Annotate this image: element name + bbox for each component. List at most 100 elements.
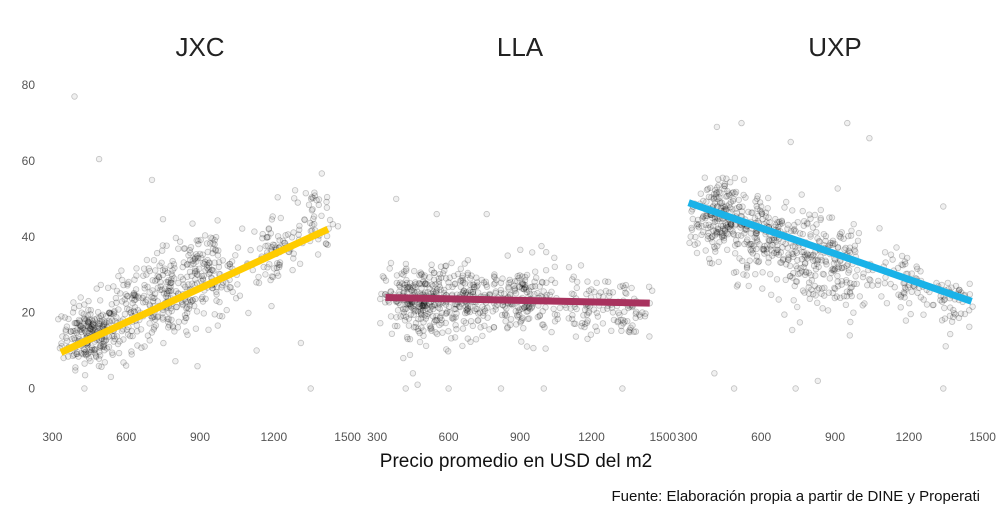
scatter-point — [792, 227, 799, 235]
scatter-point — [146, 267, 153, 275]
scatter-point — [791, 282, 798, 290]
scatter-point — [378, 290, 385, 298]
scatter-point — [755, 258, 762, 266]
scatter-point — [407, 302, 414, 309]
scatter-point — [75, 320, 83, 327]
scatter-point — [817, 214, 824, 222]
scatter-point — [73, 326, 81, 333]
scatter-point — [194, 253, 201, 260]
scatter-point — [804, 251, 811, 259]
scatter-point — [397, 279, 404, 286]
scatter-point — [87, 357, 94, 365]
scatter-point — [128, 351, 135, 358]
scatter-point — [182, 298, 189, 305]
scatter-point — [828, 266, 836, 273]
scatter-point — [305, 201, 313, 208]
scatter-point — [436, 271, 443, 278]
scatter-point — [149, 287, 156, 294]
scatter-point — [929, 301, 936, 309]
scatter-point — [157, 286, 164, 293]
scatter-point — [790, 227, 797, 234]
scatter-point — [714, 217, 721, 225]
scatter-point — [551, 279, 559, 287]
scatter-point — [209, 245, 217, 253]
scatter-point — [188, 272, 195, 280]
scatter-point — [569, 276, 576, 283]
scatter-point — [153, 276, 161, 283]
scatter-point — [69, 309, 77, 316]
scatter-point — [115, 349, 123, 357]
scatter-point — [834, 278, 841, 285]
scatter-point — [950, 306, 957, 314]
scatter-point — [630, 328, 638, 335]
scatter-point — [713, 230, 720, 237]
scatter-point — [416, 329, 423, 337]
scatter-point — [271, 241, 278, 249]
scatter-point — [908, 270, 915, 277]
scatter-point — [594, 313, 602, 320]
scatter-point — [202, 295, 209, 302]
scatter-point — [720, 234, 728, 242]
scatter-point — [472, 305, 479, 312]
scatter-point — [717, 200, 724, 207]
scatter-point — [907, 310, 914, 318]
scatter-point — [511, 285, 518, 292]
scatter-point — [188, 280, 196, 287]
scatter-point — [81, 328, 89, 335]
scatter-point — [705, 229, 712, 237]
scatter-point — [255, 273, 262, 281]
scatter-point — [403, 305, 410, 312]
scatter-point — [412, 279, 419, 286]
scatter-point — [238, 225, 246, 232]
scatter-point — [288, 234, 296, 241]
scatter-point — [810, 262, 818, 269]
scatter-point — [423, 312, 430, 320]
scatter-point — [110, 332, 118, 340]
scatter-point — [755, 258, 763, 265]
scatter-point — [917, 268, 924, 275]
scatter-point — [609, 309, 617, 316]
scatter-point — [719, 231, 726, 239]
scatter-point — [71, 320, 78, 327]
scatter-point — [789, 274, 796, 281]
scatter-point — [694, 216, 702, 224]
scatter-point — [137, 326, 145, 333]
scatter-point — [430, 276, 438, 283]
scatter-point — [585, 287, 593, 294]
scatter-point — [473, 283, 480, 290]
scatter-point — [894, 264, 902, 272]
scatter-point — [759, 269, 766, 276]
scatter-point — [722, 219, 729, 227]
scatter-point — [930, 301, 937, 309]
scatter-point — [267, 276, 274, 284]
scatter-point — [165, 315, 173, 323]
scatter-point — [87, 307, 94, 314]
scatter-point — [518, 285, 526, 292]
scatter-point — [491, 274, 498, 281]
scatter-point — [802, 260, 809, 267]
scatter-point — [380, 274, 388, 281]
scatter-point — [164, 324, 172, 331]
scatter-point — [461, 260, 468, 267]
scatter-point — [707, 184, 714, 192]
scatter-point — [400, 309, 408, 316]
scatter-point — [448, 335, 455, 342]
scatter-point — [75, 302, 83, 310]
scatter-point — [133, 265, 140, 272]
scatter-point — [443, 309, 450, 317]
scatter-point — [179, 276, 187, 283]
scatter-point — [783, 261, 790, 268]
scatter-point — [69, 352, 77, 360]
scatter-point — [73, 350, 81, 358]
scatter-point — [326, 216, 334, 224]
scatter-point — [113, 314, 120, 321]
scatter-point — [834, 185, 841, 192]
scatter-point — [418, 310, 425, 317]
scatter-point — [142, 298, 149, 306]
scatter-point — [762, 213, 769, 220]
scatter-point — [850, 280, 858, 288]
scatter-point — [418, 270, 425, 278]
scatter-point — [462, 303, 470, 310]
scatter-point — [400, 312, 407, 319]
scatter-point — [859, 273, 867, 281]
